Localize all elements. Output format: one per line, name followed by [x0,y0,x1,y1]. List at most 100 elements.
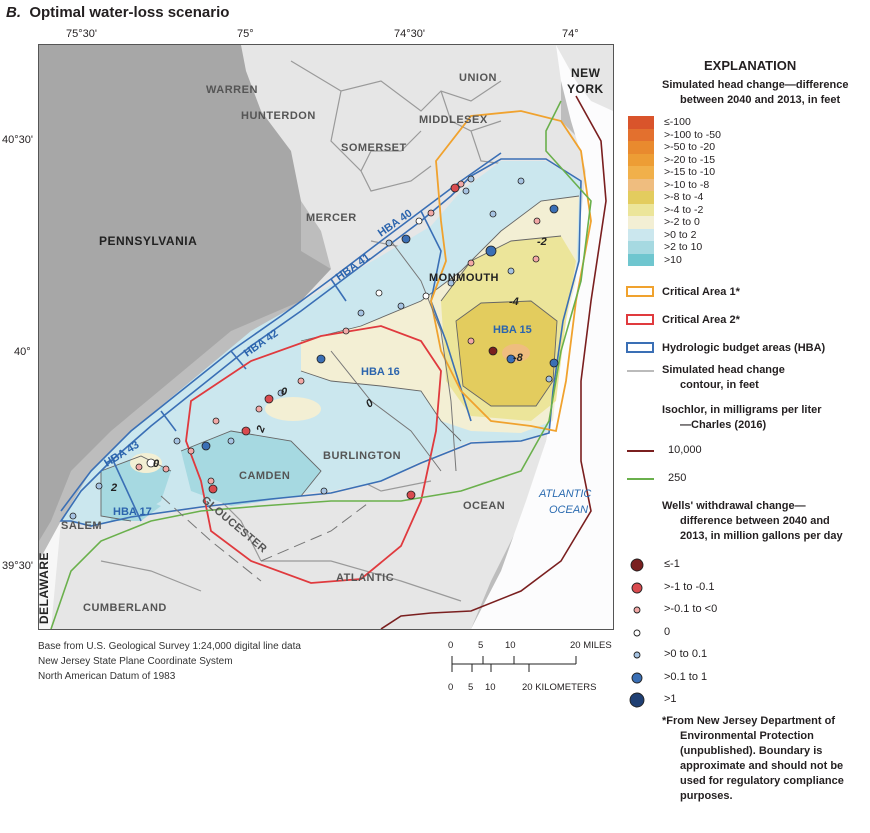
head-class-swatch [628,178,654,191]
hba-symbol [626,342,654,353]
map-canvas: WARREN HUNTERDON SOMERSET UNION MIDDLESE… [39,45,613,629]
head-class-swatch [628,166,654,179]
county-label: SOMERSET [341,142,407,154]
county-label: UNION [459,72,497,84]
well-class-symbol [629,692,645,708]
legend-isochlor-10000: 10,000 [668,444,702,456]
isochlor-10000-symbol [627,450,654,452]
scale-km-tick: 0 [448,682,454,693]
lon-tick-label: 74° [562,28,579,40]
county-label: MONMOUTH [429,272,499,284]
head-class-swatch [628,141,654,154]
legend-isochlor-250: 250 [668,472,687,484]
hba-boundaries [59,152,582,527]
legend-wells-title: difference between 2040 and [680,515,830,527]
county-label: CAMDEN [239,470,290,482]
scale-mile-tick: 20 MILES [570,640,612,651]
legend-head-title: between 2040 and 2013, in feet [680,94,841,106]
well-class-symbol [633,629,641,636]
legend-footnote: (unpublished). Boundary is [680,745,823,757]
well-class-label: >0.1 to 1 [664,670,708,683]
head-class-swatch [628,216,654,229]
lat-tick-label: 39°30' [2,560,33,572]
state-label-pennsylvania: PENNSYLVANIA [99,234,197,248]
legend-critical-area-1: Critical Area 1* [662,286,740,298]
scale-km-tick: 20 KILOMETERS [522,682,597,693]
critical-area-1-boundary [430,110,592,433]
isochlor-250-symbol [627,478,654,480]
head-class-swatch [628,128,654,141]
well-class-label: ≤-1 [664,558,680,570]
head-class-swatch [628,116,654,129]
contour-label: 0 [281,386,288,398]
county-label: CUMBERLAND [83,602,167,614]
well-class-symbol [630,558,644,572]
lon-tick-label: 74°30' [394,28,425,40]
head-class-label: >-15 to -10 [664,166,716,178]
legend-footnote: purposes. [680,790,733,802]
head-class-label: ≤-100 [664,116,691,128]
contour-symbol [627,370,654,372]
legend-footnote: used for regulatory compliance [680,775,844,787]
delaware-water [39,521,61,629]
head-class-label: >0 to 2 [664,228,697,241]
county-label: MERCER [306,212,357,224]
scale-km-tick: 10 [485,682,496,693]
hba-label: HBA 17 [113,506,152,518]
legend-contour: contour, in feet [680,379,759,391]
well-class-label: >-0.1 to <0 [664,603,718,615]
lat-tick-label: 40° [14,346,31,358]
county-label: ATLANTIC [336,572,394,584]
well-class-symbol [633,606,641,614]
ocean-label: ATLANTIC [538,488,591,500]
scale-graphic [451,656,577,672]
lon-tick-label: 75°30' [66,28,97,40]
head-class-swatch [628,241,654,254]
county-dashed-lines [160,495,372,582]
state-label-delaware: DELAWARE [39,552,51,624]
well-class-label: >-1 to -0.1 [664,580,715,593]
county-label: HUNTERDON [241,110,316,122]
pennsylvania-area [39,45,331,541]
legend-hba: Hydrologic budget areas (HBA) [662,342,826,354]
isochlor-10000-line [380,95,607,629]
contour-label: 2 [110,482,117,494]
hba-label: HBA 15 [493,324,532,336]
contour-label: 2 [254,424,268,435]
projection-credit: New Jersey State Plane Coordinate System [38,656,233,667]
hba-label: HBA 16 [361,366,400,378]
figure-letter: B. [6,4,21,21]
scale-mile-tick: 10 [505,640,516,651]
legend-head-title: Simulated head change—difference [662,79,849,91]
legend-title: EXPLANATION [704,58,797,73]
scale-mile-tick: 0 [448,640,454,651]
map-panel: WARREN HUNTERDON SOMERSET UNION MIDDLESE… [38,44,614,630]
scale-mile-tick: 5 [478,640,484,651]
state-label-new-york: YORK [567,82,604,96]
legend-contour: Simulated head change [662,364,785,376]
head-class-label: >-20 to -15 [664,153,716,166]
county-label: BURLINGTON [323,450,401,462]
legend-footnote: approximate and should not be [680,760,844,772]
critical-area-2-symbol [626,314,654,325]
head-change-surface-burlington-zero [265,397,321,421]
datum-credit: North American Datum of 1983 [38,671,176,682]
county-label: SALEM [61,520,102,532]
well-class-symbol [631,582,643,593]
state-label-new-york: NEW [571,66,601,80]
contour-label: -2 [537,236,547,248]
legend-wells-title: 2013, in million gallons per day [680,530,843,542]
roads [330,240,457,472]
head-class-label: >-2 to 0 [664,216,700,228]
legend-critical-area-2: Critical Area 2* [662,314,740,326]
legend-footnote: Environmental Protection [680,730,814,742]
scale-km-tick: 5 [468,682,474,693]
critical-area-2-boundary [185,325,442,584]
lat-tick-label: 40°30' [2,134,33,146]
head-class-swatch [628,253,654,266]
county-label: MIDDLESEX [419,114,488,126]
critical-area-1-symbol [626,286,654,297]
legend-isochlor-title: Isochlor, in milligrams per liter [662,404,822,416]
lon-tick-label: 75° [237,28,254,40]
contour-label: -4 [509,296,519,308]
